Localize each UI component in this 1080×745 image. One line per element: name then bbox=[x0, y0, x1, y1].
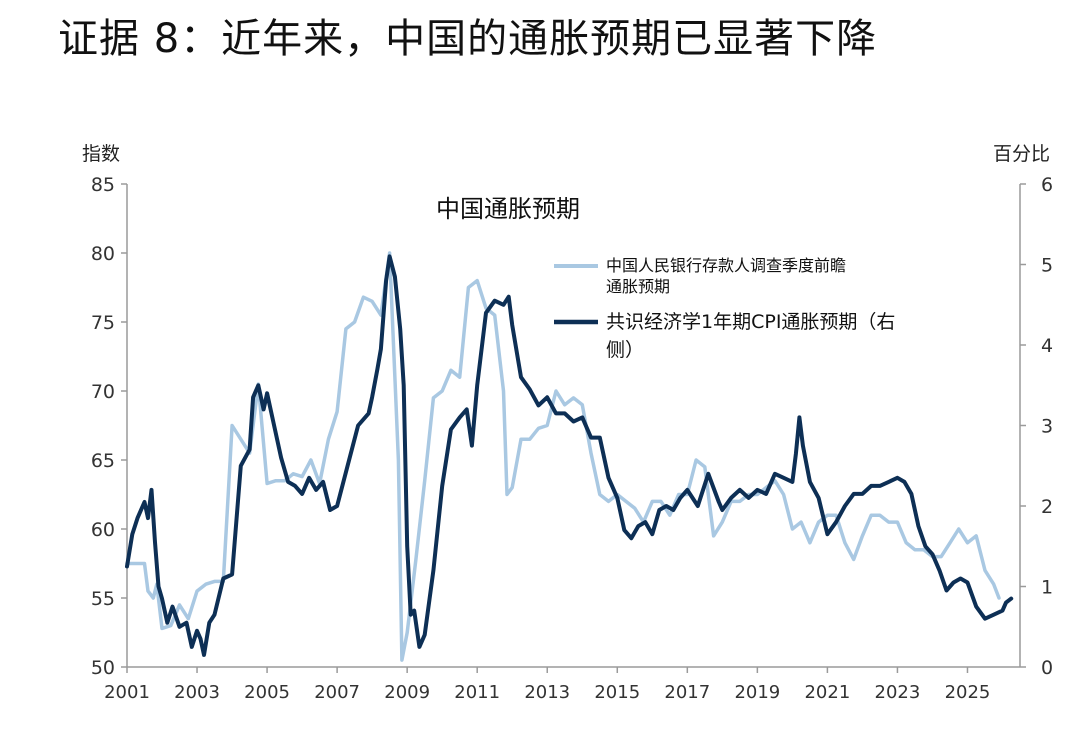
y-left-tick-label: 60 bbox=[91, 519, 115, 541]
y-right-tick-label: 6 bbox=[1041, 174, 1053, 196]
y-left-tick-label: 50 bbox=[91, 657, 115, 679]
x-tick-label: 2007 bbox=[314, 682, 360, 703]
y-right-tick-label: 2 bbox=[1041, 496, 1053, 518]
x-tick-label: 2025 bbox=[945, 682, 991, 703]
x-tick-label: 2015 bbox=[594, 682, 640, 703]
y-left-tick-label: 55 bbox=[91, 588, 115, 610]
y-left-tick-label: 80 bbox=[91, 243, 115, 265]
legend-label-consensus: 共识经济学1年期CPI通胀预期（右侧） bbox=[606, 311, 895, 361]
page-title: 证据 8：近年来，中国的通胀预期已显著下降 bbox=[58, 16, 878, 62]
y-right-tick-label: 4 bbox=[1041, 335, 1053, 357]
legend-label-pboc: 中国人民银行存款人调查季度前瞻通胀预期 bbox=[606, 256, 846, 296]
y-left-tick-label: 85 bbox=[91, 174, 115, 196]
x-tick-label: 2023 bbox=[875, 682, 921, 703]
x-tick-label: 2011 bbox=[454, 682, 500, 703]
y-right-axis-label: 百分比 bbox=[993, 143, 1050, 165]
chart-lines bbox=[125, 251, 1014, 662]
x-tick-label: 2001 bbox=[104, 682, 150, 703]
x-tick-label: 2009 bbox=[384, 682, 430, 703]
y-right-tick-label: 1 bbox=[1041, 577, 1053, 599]
x-tick-label: 2003 bbox=[174, 682, 220, 703]
y-left-tick-label: 70 bbox=[91, 381, 115, 403]
series-line-pboc-depositor-survey bbox=[125, 251, 1001, 662]
x-tick-label: 2019 bbox=[734, 682, 780, 703]
chart-title: 中国通胀预期 bbox=[436, 195, 580, 223]
x-tick-label: 2017 bbox=[664, 682, 710, 703]
x-tick-label: 2013 bbox=[524, 682, 570, 703]
y-right-tick-label: 5 bbox=[1041, 255, 1053, 277]
y-right-tick-label: 3 bbox=[1041, 416, 1053, 438]
x-tick-label: 2021 bbox=[804, 682, 850, 703]
x-tick-label: 2005 bbox=[244, 682, 290, 703]
y-right-tick-label: 0 bbox=[1041, 657, 1053, 679]
series-line-consensus-cpi-expectation bbox=[125, 254, 1014, 657]
y-left-axis-label: 指数 bbox=[82, 143, 120, 165]
y-left-tick-label: 65 bbox=[91, 450, 115, 472]
y-left-tick-label: 75 bbox=[91, 312, 115, 334]
